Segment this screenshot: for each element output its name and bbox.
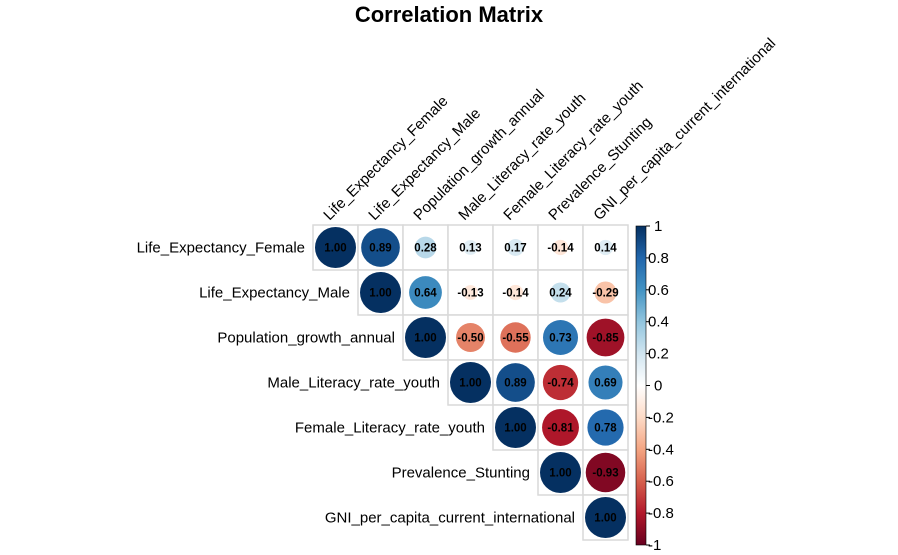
value-label: 0.89 [504,378,526,390]
correlation-circle [405,317,446,358]
correlation-circle [587,409,624,446]
value-label: -0.55 [502,333,529,345]
correlation-circle [585,497,626,538]
correlation-circle [540,452,581,493]
correlation-circle [542,319,579,356]
value-label: 1.00 [504,423,526,435]
correlation-circle [507,284,524,301]
correlation-circle [495,407,536,448]
correlation-circle [456,323,485,352]
colorbar-tick-label: 0.2 [648,346,669,363]
correlation-circle [463,240,478,255]
correlation-circle [463,285,478,300]
value-label: 0.89 [369,243,391,255]
value-label: 0.64 [414,288,437,300]
correlation-circle [409,276,442,309]
value-label: 0.78 [594,423,617,435]
correlation-circle [450,362,491,403]
row-label: Female_Literacy_rate_youth [295,420,485,437]
value-label: 1.00 [324,243,346,255]
correlation-circle [507,239,524,256]
correlation-circle [496,363,535,402]
colorbar-tick-label: -0.4 [648,441,674,458]
correlation-circle [597,239,614,256]
row-labels: Life_Expectancy_Female Life_Expectancy_Ma… [137,240,575,527]
row-label: Life_Expectancy_Female [137,240,305,257]
value-label: -0.85 [592,333,619,345]
value-label: -0.14 [547,243,574,255]
correlation-circle [550,282,571,303]
value-label: 0.13 [459,243,481,255]
value-label: -0.29 [592,288,618,300]
correlation-circle [542,409,579,446]
chart-title: Correlation Matrix [355,2,544,27]
correlation-circle [585,452,626,493]
colorbar-tick-label: -1 [648,537,661,554]
value-label: -0.13 [457,288,483,300]
colorbar-tick-label: 0.4 [648,314,669,331]
value-label: 1.00 [414,333,436,345]
correlation-circle [361,228,400,267]
row-label: Male_Literacy_rate_youth [267,375,440,392]
correlation-circle [414,236,437,259]
column-label: GNI_per_capita_current_international [590,35,779,224]
value-label: -0.81 [547,423,574,435]
colorbar-tick-label: 0.8 [648,250,669,267]
value-label: 1.00 [459,378,481,390]
value-label: 0.73 [549,333,571,345]
row-label: Prevalence_Stunting [392,465,530,482]
colorbar-tick-label: 0.6 [648,282,669,299]
value-label: -0.14 [502,288,529,300]
value-label: 0.28 [414,243,437,255]
colorbar-legend: 1 0.8 0.6 0.4 0.2 0 -0.2 -0.4 -0.6 -0.8 -1 [635,218,674,554]
value-label: -0.74 [547,378,574,390]
value-label: 1.00 [594,513,616,525]
correlation-circle [594,281,617,304]
value-label: 0.14 [594,243,617,255]
value-label: 0.24 [549,288,572,300]
correlation-circle [552,239,569,256]
row-label: Population_growth_annual [217,330,395,347]
value-label: -0.93 [592,468,618,480]
value-label: 0.69 [594,378,616,390]
colorbar-tick-label: -0.2 [648,409,674,426]
correlation-circle [588,365,623,400]
correlation-circle [586,318,625,357]
colorbar-tick-label: -0.8 [648,505,674,522]
correlation-circle [315,227,356,268]
value-label: 1.00 [549,468,571,480]
row-label: GNI_per_capita_current_international [325,510,575,527]
colorbar-tick-label: -0.6 [648,473,674,490]
correlation-circle [542,364,579,401]
column-labels: Life_Expectancy_FemaleLife_Expectancy_Ma… [320,35,779,224]
matrix-grid: 1.00 0.89 0.28 0.13 0.17 -0.14 0.14 1.00 0.64 -0.… [312,224,629,541]
correlation-circle [360,272,401,313]
colorbar-tick-label: 1 [654,218,662,235]
value-label: 0.17 [504,243,526,255]
colorbar-gradient [635,225,647,546]
row-label: Life_Expectancy_Male [199,285,350,302]
correlation-circle [500,322,531,353]
value-label: -0.50 [457,333,483,345]
colorbar-tick-label: 0 [654,378,662,395]
value-label: 1.00 [369,288,391,300]
